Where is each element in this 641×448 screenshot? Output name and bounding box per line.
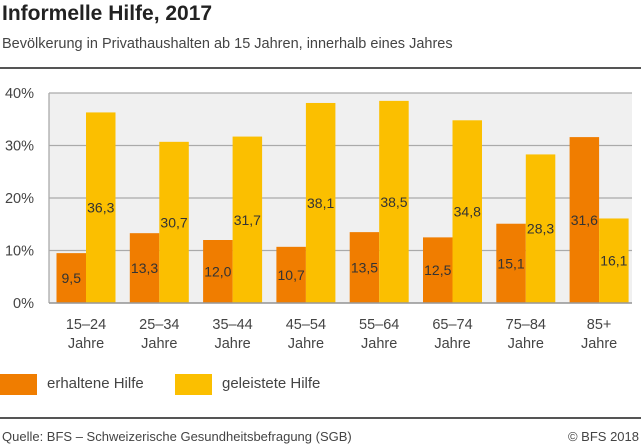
data-label: 12,0 <box>204 264 231 280</box>
bar-geleistete <box>452 120 482 303</box>
x-tick-label: Jahre <box>68 336 104 352</box>
data-label: 38,5 <box>380 194 407 210</box>
data-label: 9,5 <box>62 270 82 286</box>
data-label: 36,3 <box>87 200 114 216</box>
bar-erhaltene <box>496 223 526 303</box>
x-tick-label: 85+ <box>587 317 612 333</box>
data-label: 30,7 <box>160 214 187 230</box>
legend-swatch-geleistete <box>175 374 212 395</box>
legend-label-geleistete: geleistete Hilfe <box>222 375 321 392</box>
y-tick-label: 40% <box>5 86 34 102</box>
data-label: 28,3 <box>527 221 554 237</box>
y-tick-label: 0% <box>13 296 34 312</box>
y-tick-label: 10% <box>5 244 34 260</box>
x-tick-label: 15–24 <box>66 317 106 333</box>
bar-erhaltene <box>276 246 306 303</box>
bar-erhaltene <box>349 232 380 303</box>
bar-geleistete <box>159 141 189 303</box>
data-label: 12,5 <box>424 262 451 278</box>
bar-erhaltene <box>569 137 600 303</box>
x-tick-label: 45–54 <box>286 317 326 333</box>
footer-divider <box>0 417 641 419</box>
bar-geleistete <box>379 100 409 303</box>
bar-geleistete <box>599 218 629 303</box>
x-tick-label: Jahre <box>214 336 250 352</box>
copyright: © BFS 2018 <box>567 429 639 444</box>
bar-erhaltene <box>129 233 160 303</box>
data-label: 31,6 <box>571 212 598 228</box>
bar-geleistete <box>525 154 556 303</box>
data-label: 16,1 <box>600 253 627 269</box>
data-label: 15,1 <box>497 255 524 271</box>
legend-swatch-erhaltene <box>0 374 37 395</box>
x-tick-label: 75–84 <box>506 317 546 333</box>
chart-title: Informelle Hilfe, 2017 <box>2 2 213 25</box>
y-tick-label: 20% <box>5 191 34 207</box>
data-label: 31,7 <box>234 212 261 228</box>
data-label: 13,5 <box>351 260 378 276</box>
source-note: Quelle: BFS – Schweizerische Gesundheits… <box>2 429 352 444</box>
bar-chart: 0% 10% 20% 30% 40% 9,5 36,3 15–24 Jahre 13,3 30,7 2… <box>5 86 632 352</box>
x-tick-label: Jahre <box>141 336 177 352</box>
x-tick-label: Jahre <box>508 336 544 352</box>
data-label: 34,8 <box>454 204 481 220</box>
legend-label-erhaltene: erhaltene Hilfe <box>47 375 144 392</box>
x-tick-label: 25–34 <box>139 317 179 333</box>
x-tick-label: 35–44 <box>212 317 252 333</box>
data-label: 38,1 <box>307 195 334 211</box>
chart-subtitle: Bevölkerung in Privathaushalten ab 15 Ja… <box>2 36 453 52</box>
bar-erhaltene <box>56 253 86 303</box>
y-tick-label: 30% <box>5 139 34 155</box>
x-tick-label: Jahre <box>288 336 324 352</box>
x-tick-label: 65–74 <box>432 317 472 333</box>
x-tick-label: 55–64 <box>359 317 399 333</box>
bar-erhaltene <box>423 237 453 303</box>
data-label: 13,3 <box>131 260 158 276</box>
x-tick-label: Jahre <box>434 336 470 352</box>
x-tick-label: Jahre <box>581 336 617 352</box>
bar-geleistete <box>305 102 336 303</box>
bar-geleistete <box>86 112 116 303</box>
header-divider <box>0 67 641 69</box>
data-label: 10,7 <box>278 267 305 283</box>
bar-geleistete <box>232 136 263 303</box>
bar-erhaltene <box>203 240 233 303</box>
x-tick-label: Jahre <box>361 336 397 352</box>
